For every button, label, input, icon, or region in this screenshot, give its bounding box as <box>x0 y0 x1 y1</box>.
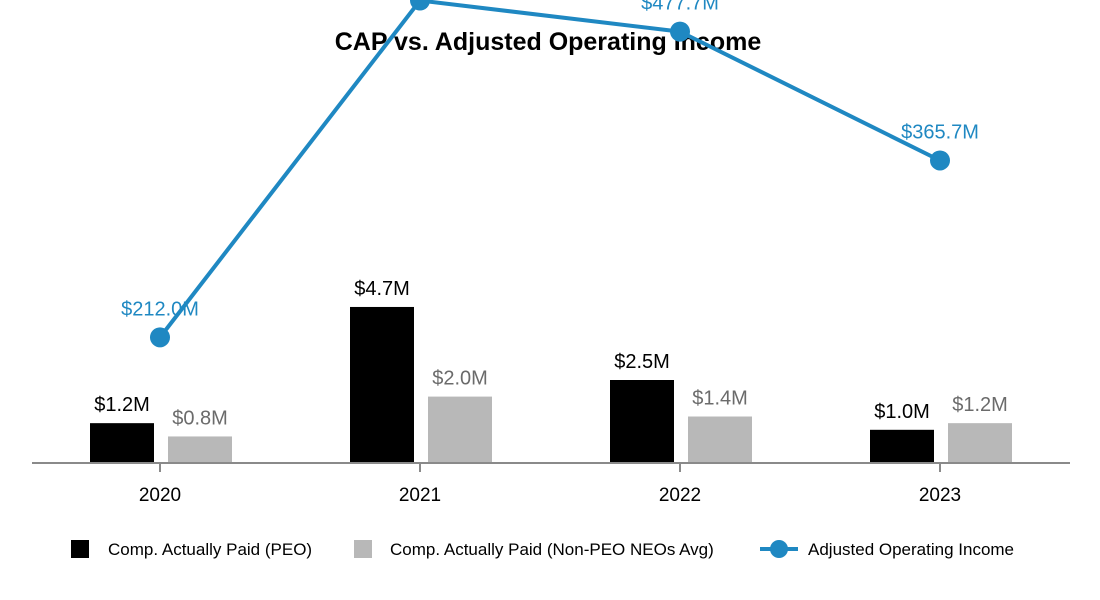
bar-peo-2022 <box>610 380 674 463</box>
bar-neo-label-2022: $1.4M <box>692 388 748 410</box>
legend-label-peo: Comp. Actually Paid (PEO) <box>108 540 312 559</box>
x-tick-label-2021: 2021 <box>399 485 441 506</box>
legend-label-line: Adjusted Operating Income <box>808 540 1014 559</box>
line-point-label-2023: $365.7M <box>901 121 979 143</box>
x-tick-label-2020: 2020 <box>139 485 181 506</box>
bar-peo-2023 <box>870 429 934 463</box>
bar-neo-2023 <box>948 423 1012 463</box>
bar-peo-label-2020: $1.2M <box>94 394 150 416</box>
bars-layer: $1.2M $0.8M $4.7M $2.0M $2.5M $1.4M $1.0M $1.2M <box>90 278 1012 463</box>
x-axis: 2020 2021 2022 2023 <box>32 462 1070 506</box>
legend-swatch-peo <box>71 540 89 558</box>
line-point-2022 <box>670 21 690 42</box>
x-tick-label-2023: 2023 <box>919 485 961 506</box>
line-layer: $212.0M$504.7M$477.7M$365.7M <box>121 0 979 348</box>
bar-neo-label-2020: $0.8M <box>172 407 228 429</box>
bar-neo-2020 <box>168 436 232 463</box>
bar-peo-label-2022: $2.5M <box>614 351 670 373</box>
bar-neo-2022 <box>688 416 752 463</box>
bar-neo-2021 <box>428 396 492 463</box>
line-adjusted-operating-income <box>158 0 941 339</box>
legend-label-neo: Comp. Actually Paid (Non-PEO NEOs Avg) <box>390 540 714 559</box>
bar-neo-label-2023: $1.2M <box>952 394 1008 416</box>
bar-peo-2020 <box>90 423 154 463</box>
legend-swatch-neo <box>354 540 372 558</box>
bar-peo-2021 <box>350 306 414 463</box>
line-point-2021 <box>410 0 430 11</box>
line-point-2023 <box>930 150 950 171</box>
chart-title: CAP vs. Adjusted Operating Income <box>335 28 762 56</box>
legend: Comp. Actually Paid (PEO) Comp. Actually … <box>71 540 1014 559</box>
legend-swatch-line-marker <box>770 540 788 558</box>
bar-neo-label-2021: $2.0M <box>432 368 488 390</box>
x-tick-label-2022: 2022 <box>659 485 701 506</box>
bar-peo-label-2023: $1.0M <box>874 401 930 423</box>
line-point-label-2020: $212.0M <box>121 298 199 320</box>
bar-peo-label-2021: $4.7M <box>354 278 410 300</box>
line-point-2020 <box>150 327 170 348</box>
line-point-label-2022: $477.7M <box>641 0 719 15</box>
